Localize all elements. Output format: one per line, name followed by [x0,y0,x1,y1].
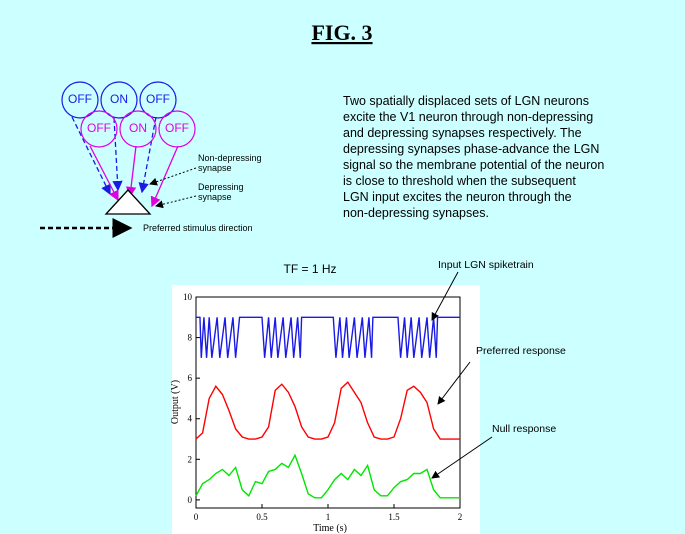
neuron-label: OFF [87,121,111,135]
description-line: excite the V1 neuron through non-depress… [343,110,593,124]
neuron-label: ON [129,121,147,135]
y-tick-label: 10 [183,292,193,302]
description-line: non-depressing synapses. [343,206,489,220]
series-label: Preferred response [476,345,566,357]
x-axis-label: Time (s) [313,523,347,534]
y-axis-label: Output (V) [170,380,181,424]
y-tick-label: 0 [188,495,193,505]
figure-title: FIG. 3 [311,20,372,45]
series-label: Null response [492,423,556,435]
chart-title: TF = 1 Hz [283,262,336,276]
synapse-label: Depressing [198,182,244,192]
x-tick-label: 1 [326,512,331,522]
x-tick-label: 1.5 [388,512,400,522]
x-tick-label: 2 [458,512,463,522]
figure: FIG. 3 OFF ON OFF OFF ON OFF [0,0,685,534]
y-tick-label: 8 [188,333,193,343]
synapse-label: Non-depressing [198,153,262,163]
synapse-label: synapse [198,192,232,202]
series-label: Input LGN spiketrain [438,259,534,271]
page: FIG. 3 OFF ON OFF OFF ON OFF [0,0,685,534]
x-tick-label: 0 [194,512,199,522]
description-line: is close to threshold when the subsequen… [343,174,576,188]
description: Two spatially displaced sets of LGN neur… [343,94,604,220]
description-line: signal so the membrane potential of the … [343,158,604,172]
neuron-label: OFF [165,121,189,135]
neuron-label: ON [110,92,128,106]
description-line: Two spatially displaced sets of LGN neur… [343,94,589,108]
y-tick-label: 2 [188,454,193,464]
description-line: LGN input excites the neuron through the [343,190,572,204]
synapse-label: synapse [198,163,232,173]
description-line: depressing synapses phase-advance the LG… [343,142,599,156]
x-tick-label: 0.5 [256,512,268,522]
y-tick-label: 6 [188,373,193,383]
neuron-label: OFF [68,92,92,106]
direction-label: Preferred stimulus direction [143,223,253,233]
neuron-label: OFF [146,92,170,106]
neuron-diagram: OFF ON OFF OFF ON OFF Non-depressing syn… [40,82,262,233]
y-tick-label: 4 [188,414,193,424]
description-line: and depressing synapses respectively. Th… [343,126,582,140]
